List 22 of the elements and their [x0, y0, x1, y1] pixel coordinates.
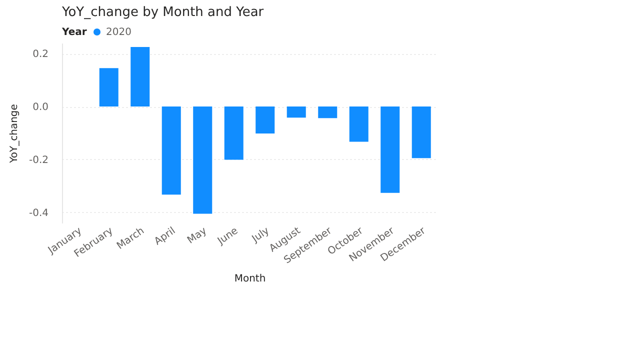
bar [349, 106, 368, 142]
legend-label: 2020 [106, 27, 132, 38]
y-tick-label: -0.4 [28, 208, 48, 219]
bar [318, 106, 338, 118]
bar [412, 106, 431, 158]
x-axis-title: Month [234, 273, 266, 284]
bar [224, 106, 244, 160]
bar [99, 68, 118, 107]
y-axis-title: YoY_change [8, 104, 20, 164]
chart-title: YoY_change by Month and Year [61, 5, 264, 20]
y-tick-label: 0.2 [32, 49, 48, 60]
y-tick-label: -0.2 [28, 154, 48, 166]
bar [256, 106, 275, 134]
x-tick-label: May [186, 225, 209, 246]
bar [162, 106, 181, 195]
legend-title: Year [61, 27, 87, 38]
y-tick-label: 0.0 [32, 102, 48, 114]
bar [130, 46, 150, 107]
x-tick-label: July [250, 225, 272, 246]
bar [193, 106, 212, 214]
bar [380, 106, 400, 193]
bar [286, 106, 306, 118]
